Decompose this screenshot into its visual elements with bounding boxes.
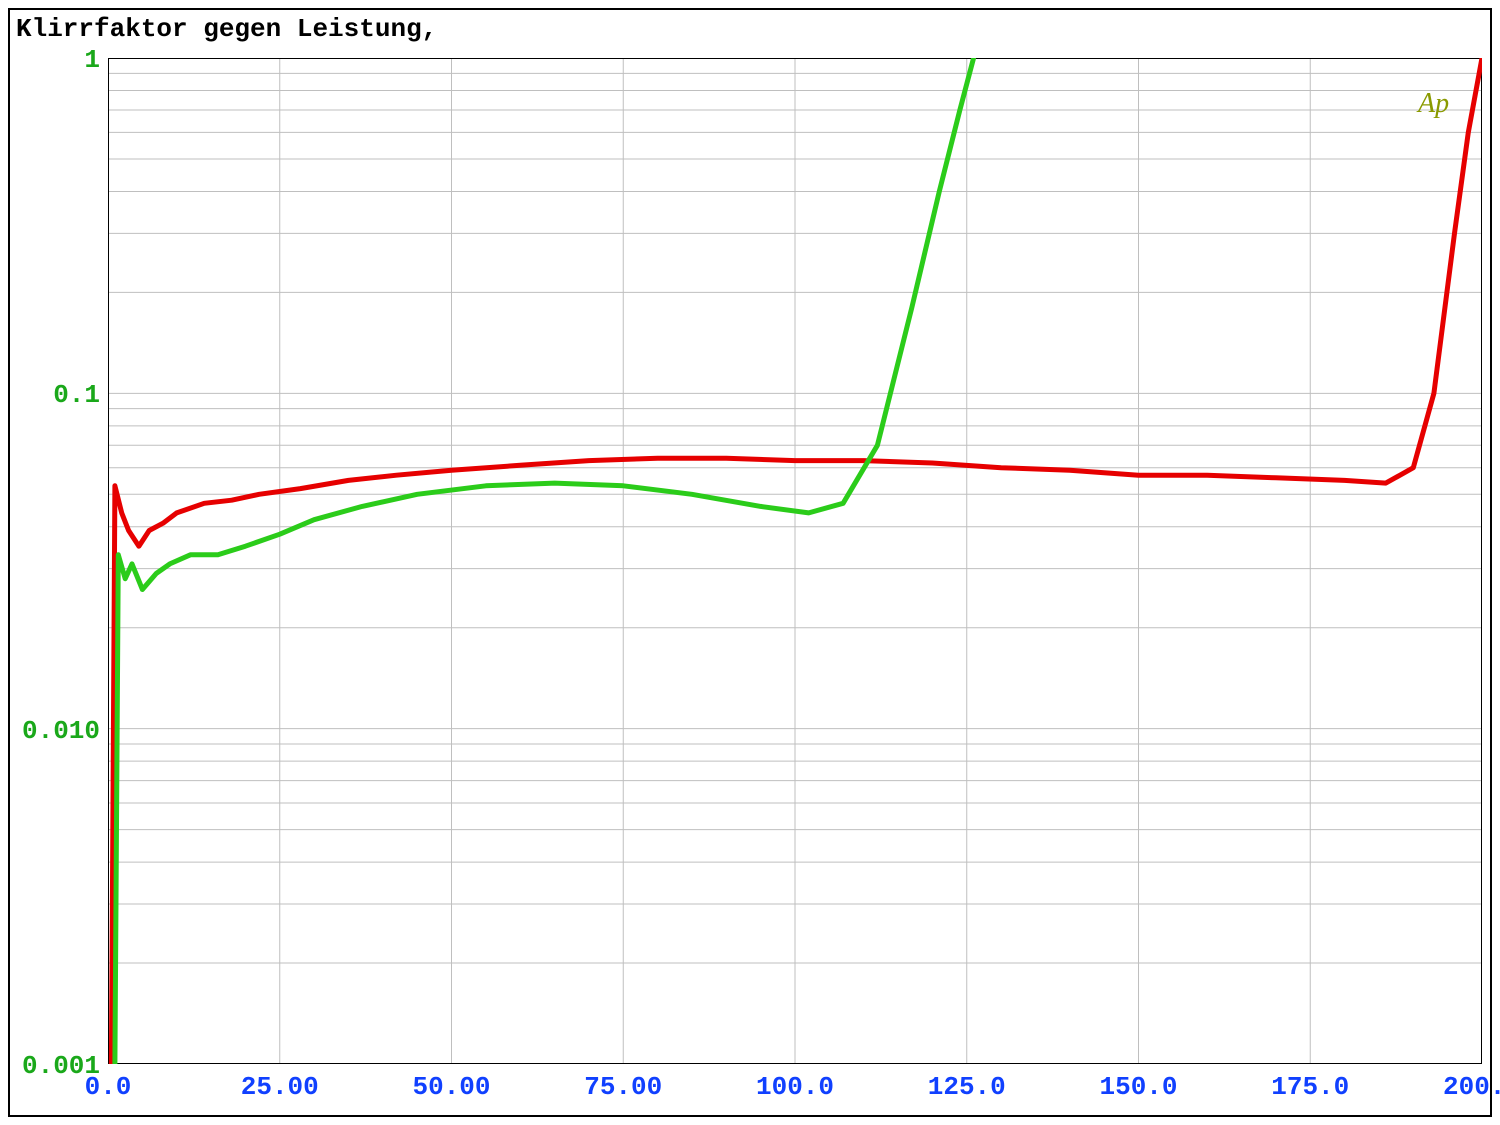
y-tick-label: 0.1 bbox=[0, 380, 100, 410]
x-tick-label: 25.00 bbox=[225, 1072, 335, 1102]
chart-title: Klirrfaktor gegen Leistung, bbox=[16, 14, 437, 44]
legend-ap: Ap bbox=[1418, 88, 1449, 120]
x-tick-label: 175.0 bbox=[1255, 1072, 1365, 1102]
x-tick-label: 50.00 bbox=[397, 1072, 507, 1102]
x-tick-label: 200.0 bbox=[1427, 1072, 1500, 1102]
x-tick-label: 100.0 bbox=[740, 1072, 850, 1102]
x-tick-label: 125.0 bbox=[912, 1072, 1022, 1102]
x-tick-label: 0.0 bbox=[53, 1072, 163, 1102]
x-tick-label: 150.0 bbox=[1084, 1072, 1194, 1102]
y-tick-label: 1 bbox=[0, 45, 100, 75]
series-red bbox=[111, 58, 1482, 1064]
series-green bbox=[115, 58, 974, 1064]
chart-plot bbox=[108, 58, 1482, 1064]
x-tick-label: 75.00 bbox=[568, 1072, 678, 1102]
y-tick-label: 0.010 bbox=[0, 716, 100, 746]
